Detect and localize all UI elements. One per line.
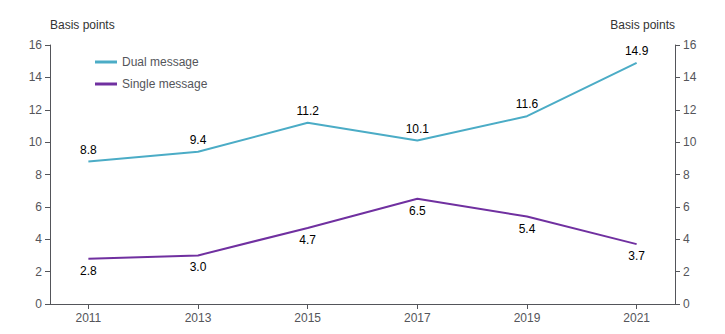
svg-text:12: 12 — [683, 103, 697, 117]
svg-text:10.1: 10.1 — [406, 122, 430, 136]
svg-text:3.7: 3.7 — [628, 249, 645, 263]
svg-text:6.5: 6.5 — [409, 204, 426, 218]
svg-text:2019: 2019 — [514, 311, 541, 325]
svg-text:3.0: 3.0 — [190, 260, 207, 274]
svg-text:2015: 2015 — [294, 311, 321, 325]
svg-text:10: 10 — [29, 135, 43, 149]
svg-text:Dual message: Dual message — [122, 55, 199, 69]
svg-text:Single message: Single message — [122, 77, 208, 91]
svg-text:14: 14 — [29, 70, 43, 84]
svg-text:Basis points: Basis points — [610, 18, 675, 32]
svg-text:2.8: 2.8 — [80, 264, 97, 278]
svg-text:16: 16 — [29, 38, 43, 52]
svg-text:6: 6 — [683, 200, 690, 214]
svg-text:8.8: 8.8 — [80, 143, 97, 157]
svg-text:10: 10 — [683, 135, 697, 149]
svg-text:2: 2 — [683, 265, 690, 279]
svg-text:0: 0 — [683, 297, 690, 311]
svg-text:11.6: 11.6 — [516, 97, 539, 111]
svg-text:4: 4 — [683, 232, 690, 246]
svg-text:14.9: 14.9 — [625, 44, 649, 58]
svg-text:9.4: 9.4 — [190, 133, 207, 147]
svg-text:4: 4 — [35, 232, 42, 246]
svg-text:12: 12 — [29, 103, 43, 117]
svg-text:11.2: 11.2 — [296, 104, 319, 118]
svg-text:14: 14 — [683, 70, 697, 84]
svg-text:16: 16 — [683, 38, 697, 52]
svg-text:2021: 2021 — [623, 311, 650, 325]
svg-text:2013: 2013 — [185, 311, 212, 325]
svg-text:4.7: 4.7 — [299, 233, 316, 247]
svg-text:2017: 2017 — [404, 311, 431, 325]
svg-text:8: 8 — [35, 168, 42, 182]
svg-text:8: 8 — [683, 168, 690, 182]
svg-text:2: 2 — [35, 265, 42, 279]
svg-text:0: 0 — [35, 297, 42, 311]
svg-text:5.4: 5.4 — [519, 222, 536, 236]
svg-text:2011: 2011 — [75, 311, 101, 325]
svg-text:Basis points: Basis points — [50, 18, 115, 32]
svg-text:6: 6 — [35, 200, 42, 214]
